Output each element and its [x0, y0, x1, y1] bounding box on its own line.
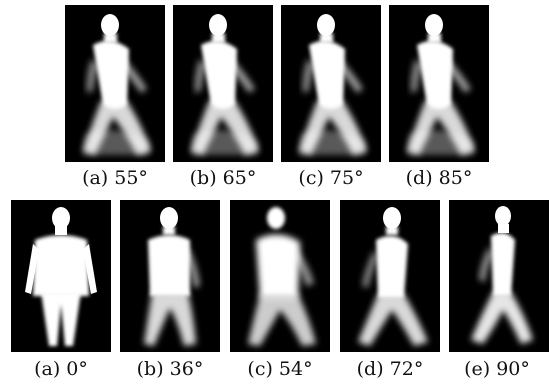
caption-72: (d) 72° [356, 358, 424, 380]
caption-0: (a) 0° [34, 358, 88, 380]
gait-image-90 [449, 200, 549, 352]
walking-silhouette-icon [83, 14, 151, 155]
gait-image-0 [11, 200, 111, 352]
caption-36: (b) 36° [136, 358, 204, 380]
caption-85: (d) 85° [405, 167, 473, 189]
gait-image-65 [173, 5, 273, 162]
walking-silhouette-icon [471, 206, 533, 344]
walking-silhouette-icon [299, 14, 367, 155]
gait-image-72 [340, 200, 440, 352]
caption-90: (e) 90° [464, 358, 530, 380]
caption-55: (a) 55° [82, 167, 148, 189]
gait-image-75 [281, 5, 381, 162]
walking-silhouette-icon [248, 207, 316, 346]
gait-image-55 [65, 5, 165, 162]
gait-image-85 [389, 5, 489, 162]
caption-54: (c) 54° [247, 358, 313, 380]
walking-silhouette-icon [407, 14, 475, 155]
walking-silhouette-icon [358, 207, 428, 346]
gait-image-54 [230, 200, 330, 352]
caption-65: (b) 65° [189, 167, 257, 189]
gait-image-36 [120, 200, 220, 352]
caption-75: (c) 75° [298, 167, 364, 189]
standing-silhouette-icon [25, 207, 97, 346]
walking-silhouette-icon [191, 14, 259, 155]
walking-silhouette-icon [144, 207, 200, 346]
